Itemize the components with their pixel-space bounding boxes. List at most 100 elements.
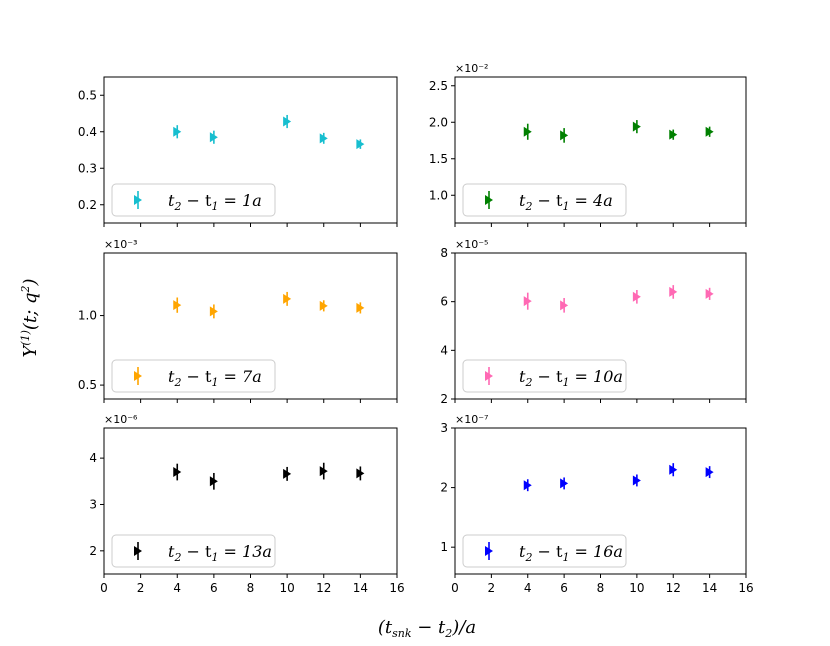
x-tick-label: 6 bbox=[210, 581, 218, 595]
x-tick-label: 10 bbox=[629, 581, 644, 595]
axis-multiplier: ×10⁻⁷ bbox=[455, 413, 488, 426]
legend: t2 − t1 = 1a bbox=[111, 183, 276, 217]
x-tick-label: 8 bbox=[247, 581, 255, 595]
y-tick-label: 1.5 bbox=[429, 152, 448, 166]
y-tick-label: 1 bbox=[440, 540, 448, 554]
y-tick-label: 0.4 bbox=[78, 125, 97, 139]
axes-frame bbox=[454, 76, 747, 224]
legend-box bbox=[111, 359, 276, 393]
data-point bbox=[669, 286, 678, 297]
data-point bbox=[523, 480, 532, 491]
y-axis-label: Y(1)​(t; q2​) bbox=[19, 278, 41, 357]
data-point bbox=[283, 116, 292, 127]
y-tick-label: 2 bbox=[440, 481, 448, 495]
legend: t2 − t1 = 4a bbox=[462, 183, 627, 217]
data-point bbox=[173, 300, 182, 311]
legend-marker bbox=[134, 195, 142, 205]
legend-label: t2 − t1 = 7a bbox=[168, 367, 262, 389]
data-point bbox=[209, 476, 218, 487]
data-point bbox=[173, 467, 182, 478]
y-tick-label: 1.0 bbox=[78, 309, 97, 323]
y-tick-label: 1.0 bbox=[429, 188, 448, 202]
legend-box bbox=[462, 183, 627, 217]
legend-box bbox=[462, 359, 627, 393]
x-tick-label: 4 bbox=[173, 581, 181, 595]
axes-frame bbox=[103, 252, 398, 400]
legend: t2 − t1 = 16a bbox=[462, 534, 627, 568]
legend-label: t2 − t1 = 4a bbox=[519, 191, 613, 213]
y-tick-label: 0.2 bbox=[78, 198, 97, 212]
data-point bbox=[319, 300, 328, 311]
data-point bbox=[523, 126, 532, 137]
panel-4: 2 4 6 8 ×10⁻⁵ t2 − t1 = 10a bbox=[440, 238, 747, 406]
panel-1: 0.2 0.3 0.4 0.5 t2 − t1 = 1a bbox=[78, 76, 398, 227]
x-tick-label: 12 bbox=[316, 581, 331, 595]
data-point bbox=[319, 466, 328, 477]
legend-label: t2 − t1 = 10a bbox=[519, 367, 623, 389]
data-point bbox=[209, 132, 218, 143]
x-tick-label: 16 bbox=[389, 581, 404, 595]
legend-marker bbox=[485, 546, 493, 556]
data-point bbox=[523, 296, 532, 307]
data-point bbox=[705, 288, 714, 299]
data-point bbox=[632, 291, 641, 302]
legend-box bbox=[462, 534, 627, 568]
x-tick-label: 0 bbox=[100, 581, 108, 595]
legend-marker bbox=[485, 195, 493, 205]
y-tick-label: 0.3 bbox=[78, 161, 97, 175]
y-tick-label: 0.5 bbox=[78, 378, 97, 392]
x-tick-label: 16 bbox=[738, 581, 753, 595]
x-tick-label: 4 bbox=[524, 581, 532, 595]
x-tick-label: 12 bbox=[666, 581, 681, 595]
y-tick-label: 4 bbox=[440, 343, 448, 357]
axis-multiplier: ×10⁻⁵ bbox=[455, 238, 488, 251]
axis-multiplier: ×10⁻⁶ bbox=[104, 413, 138, 426]
data-point bbox=[560, 478, 569, 489]
data-point bbox=[632, 475, 641, 486]
axis-multiplier: ×10⁻² bbox=[455, 62, 488, 75]
data-point bbox=[669, 129, 678, 140]
x-axis-label: (tsnk​ − t2​)/a bbox=[378, 617, 476, 640]
x-tick-label: 0 bbox=[451, 581, 459, 595]
legend: t2 − t1 = 7a bbox=[111, 359, 276, 393]
legend-label: t2 − t1 = 1a bbox=[168, 191, 262, 213]
legend-box bbox=[111, 183, 276, 217]
data-point bbox=[632, 121, 641, 132]
data-point bbox=[560, 130, 569, 141]
axes-frame bbox=[454, 252, 747, 400]
legend: t2 − t1 = 13a bbox=[111, 534, 276, 568]
y-tick-label: 0.5 bbox=[78, 88, 97, 102]
y-tick-label: 2.0 bbox=[429, 115, 448, 129]
x-tick-label: 10 bbox=[279, 581, 294, 595]
axes-frame bbox=[454, 427, 747, 575]
y-tick-label: 3 bbox=[440, 421, 448, 435]
x-tick-label: 8 bbox=[597, 581, 605, 595]
axes-frame bbox=[103, 76, 398, 224]
y-tick-label: 4 bbox=[89, 451, 97, 465]
y-tick-label: 2 bbox=[89, 544, 97, 558]
x-tick-label: 14 bbox=[353, 581, 368, 595]
data-point bbox=[356, 302, 365, 313]
data-point bbox=[283, 293, 292, 304]
data-point bbox=[705, 467, 714, 478]
x-tick-label: 6 bbox=[560, 581, 568, 595]
y-tick-label: 2.5 bbox=[429, 79, 448, 93]
data-point bbox=[669, 464, 678, 475]
y-tick-label: 3 bbox=[89, 497, 97, 511]
panel-2: 1.0 1.5 2.0 2.5 ×10⁻² t2 − t1 = 4a bbox=[429, 62, 747, 227]
axes-frame bbox=[103, 427, 398, 575]
x-tick-label: 14 bbox=[702, 581, 717, 595]
axis-multiplier: ×10⁻³ bbox=[104, 238, 137, 251]
y-tick-label: 6 bbox=[440, 295, 448, 309]
data-point bbox=[560, 300, 569, 311]
legend-box bbox=[111, 534, 276, 568]
legend-label: t2 − t1 = 16a bbox=[519, 542, 623, 564]
y-tick-label: 2 bbox=[440, 392, 448, 406]
data-point bbox=[705, 126, 714, 137]
y-tick-label: 8 bbox=[440, 246, 448, 260]
data-point bbox=[356, 139, 365, 150]
panel-5: 2 3 4 0 2 4 6 8 10 12 14 16 ×10⁻⁶ t2 − t1 = 13a bbox=[89, 413, 404, 595]
x-tick-label: 2 bbox=[488, 581, 496, 595]
